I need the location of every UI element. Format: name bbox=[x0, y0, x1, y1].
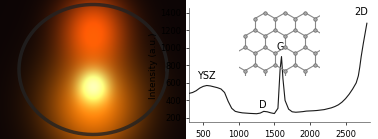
Text: G: G bbox=[276, 42, 284, 52]
Text: 2D: 2D bbox=[354, 7, 368, 17]
Text: D: D bbox=[259, 100, 267, 110]
Text: YSZ: YSZ bbox=[197, 71, 216, 81]
Y-axis label: Intensity (a.u.): Intensity (a.u.) bbox=[149, 32, 158, 99]
